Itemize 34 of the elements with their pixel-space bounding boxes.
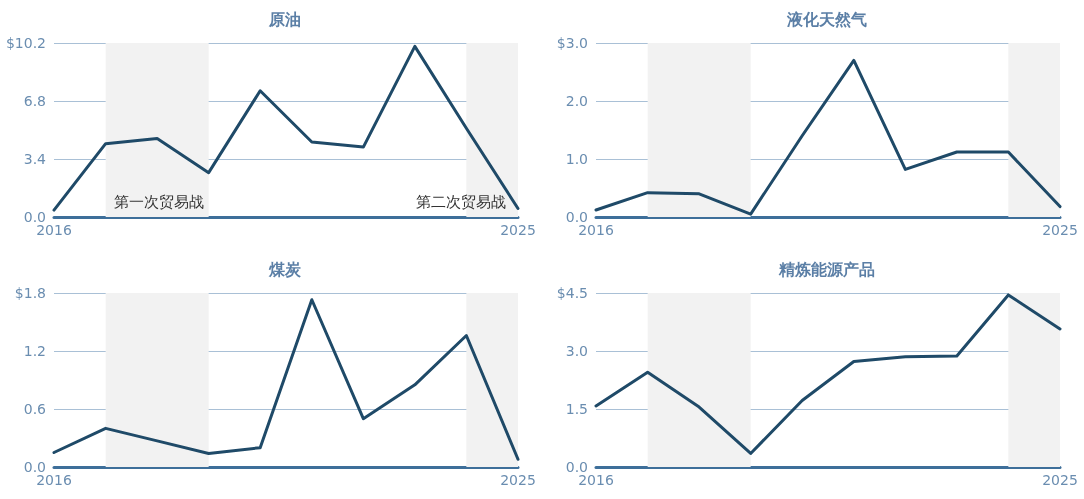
- y-tick-label: 2.0: [565, 93, 588, 109]
- line-series: [52, 44, 520, 212]
- chart-title: 液化天然气: [786, 9, 867, 29]
- x-tick-label: 2025: [500, 472, 536, 488]
- x-tick-label: 2025: [1042, 222, 1078, 238]
- x-tick-label: 2025: [1042, 472, 1078, 488]
- y-tick-label: $10.2: [5, 35, 46, 51]
- y-tick-label: 0.0: [23, 459, 46, 475]
- y-tick-label: 3.4: [23, 151, 47, 167]
- x-tick-label: 2016: [36, 222, 72, 238]
- y-tick-label: $4.5: [556, 285, 588, 301]
- y-tick-label: 0.6: [23, 401, 47, 417]
- x-tick-label: 2016: [578, 472, 614, 488]
- line-series: [594, 293, 1062, 455]
- x-tick-label: 2016: [578, 222, 614, 238]
- y-tick-label: 1.5: [565, 401, 588, 417]
- band-label: 第一次贸易战: [113, 192, 204, 211]
- line-series: [52, 298, 520, 461]
- chart-title: 煤炭: [268, 259, 302, 279]
- band-label: 第二次贸易战: [416, 192, 506, 211]
- y-tick-label: 3.0: [565, 343, 588, 359]
- y-tick-label: 1.2: [23, 343, 46, 359]
- y-tick-label: $1.8: [14, 285, 46, 301]
- y-tick-label: 6.8: [23, 93, 46, 109]
- y-tick-label: $3.0: [556, 35, 588, 51]
- y-tick-label: 1.0: [565, 151, 588, 167]
- chart-title: 精炼能源产品: [778, 259, 875, 279]
- y-tick-label: 0.0: [565, 459, 588, 475]
- chart-title: 原油: [268, 9, 301, 29]
- y-tick-label: 0.0: [565, 209, 588, 225]
- y-tick-label: 0.0: [23, 209, 46, 225]
- line-series: [594, 58, 1062, 216]
- x-tick-label: 2016: [36, 472, 72, 488]
- x-tick-label: 2025: [500, 222, 536, 238]
